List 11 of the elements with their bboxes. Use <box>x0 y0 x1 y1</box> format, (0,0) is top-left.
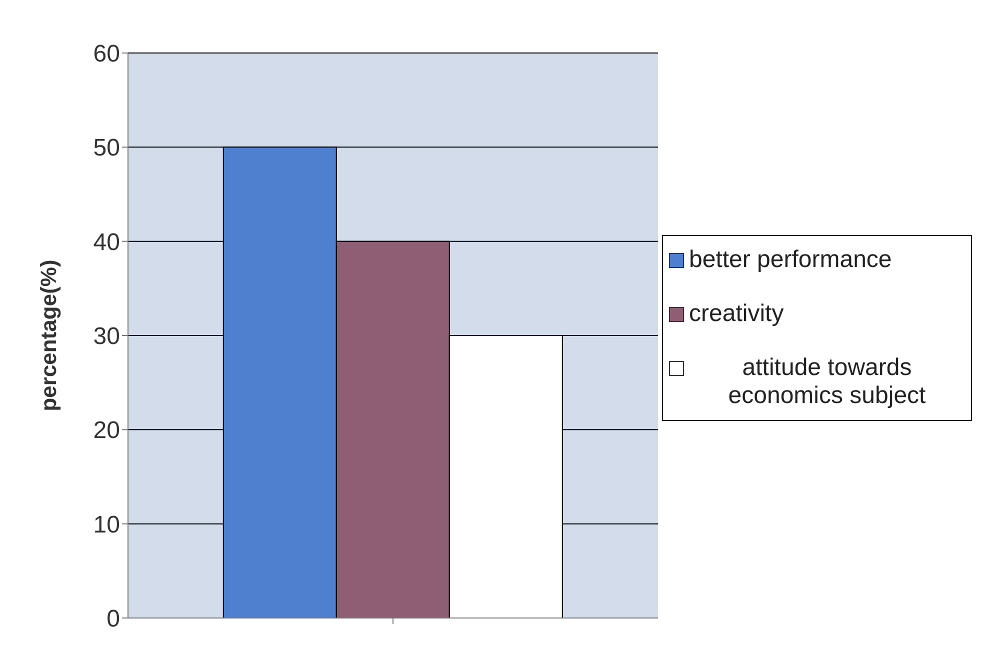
y-tick-label: 30 <box>93 323 120 350</box>
y-tick-label: 0 <box>106 606 120 633</box>
y-tick-label: 50 <box>93 134 120 162</box>
y-tick-label: 10 <box>93 511 120 538</box>
y-axis-title: percentage(%) <box>36 260 61 412</box>
y-tick-label: 40 <box>93 228 120 256</box>
y-tick-label: 20 <box>93 417 120 444</box>
y-tick-label: 60 <box>93 40 120 68</box>
legend-label: better performance <box>689 246 892 274</box>
text: attitude towards economics subject <box>727 354 927 410</box>
legend-label: creativity <box>689 300 784 328</box>
